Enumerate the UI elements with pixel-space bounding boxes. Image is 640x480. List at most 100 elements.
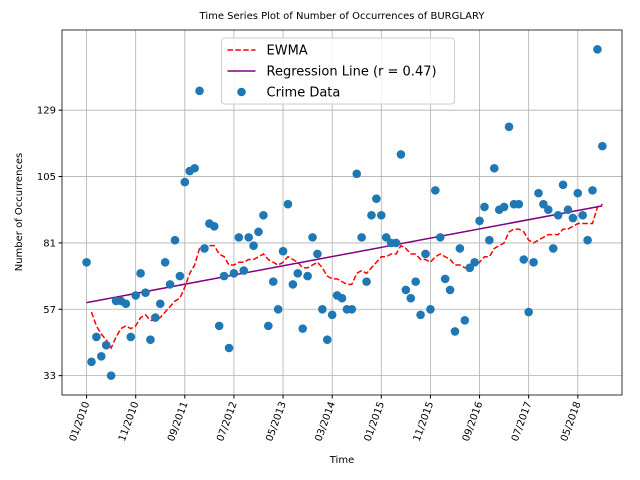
data-point — [229, 269, 239, 278]
data-point — [396, 150, 406, 159]
data-point — [455, 244, 465, 253]
data-point — [578, 210, 588, 220]
data-point — [391, 238, 401, 248]
data-point — [431, 186, 440, 195]
x-tick-label: 07/2017 — [510, 400, 535, 443]
data-point — [337, 293, 347, 303]
data-point — [440, 274, 450, 284]
data-point — [209, 222, 219, 231]
data-point — [416, 310, 425, 320]
data-point — [92, 332, 101, 342]
data-point — [283, 199, 293, 209]
data-point — [519, 255, 529, 264]
data-point — [529, 257, 538, 267]
data-point — [376, 210, 386, 220]
data-point — [96, 351, 106, 361]
data-point — [401, 285, 411, 295]
data-point — [563, 205, 573, 215]
x-tick-label: 03/2014 — [313, 400, 338, 443]
data-point — [504, 122, 514, 132]
data-point — [293, 269, 303, 278]
legend-label: Regression Line (r = 0.47) — [267, 65, 437, 80]
data-point — [347, 304, 357, 314]
data-point — [190, 163, 199, 173]
data-point — [460, 316, 470, 325]
data-point — [131, 291, 140, 300]
data-point — [273, 304, 283, 314]
data-point — [499, 202, 509, 212]
data-point — [445, 285, 455, 295]
data-point — [136, 269, 145, 278]
data-point — [200, 244, 209, 253]
y-tick-label: 81 — [43, 238, 56, 249]
data-point — [544, 205, 553, 215]
data-point — [357, 233, 366, 242]
data-point — [524, 307, 533, 317]
data-point — [254, 227, 263, 237]
data-point — [126, 332, 136, 342]
y-tick-label: 57 — [43, 305, 56, 316]
data-point — [151, 313, 160, 322]
data-point — [219, 271, 229, 281]
data-point — [106, 371, 116, 380]
data-point — [470, 257, 479, 267]
data-point — [141, 288, 150, 297]
data-point — [558, 180, 568, 190]
data-point — [534, 188, 543, 198]
data-point — [450, 327, 460, 336]
data-point — [249, 241, 258, 250]
data-point — [313, 249, 322, 259]
data-point — [539, 199, 548, 209]
data-point — [372, 194, 381, 203]
series-line — [86, 205, 603, 304]
data-point — [264, 321, 273, 331]
legend-swatch — [237, 87, 246, 97]
data-point — [82, 257, 91, 267]
data-point — [327, 310, 337, 320]
data-point — [195, 86, 204, 96]
data-point — [352, 169, 362, 179]
data-point — [87, 357, 96, 367]
legend-label: EWMA — [267, 44, 308, 59]
data-point — [475, 216, 484, 226]
data-point — [583, 235, 592, 245]
x-tick-label: 05/2018 — [559, 400, 584, 443]
data-point — [573, 188, 583, 198]
x-tick-label: 01/2010 — [68, 400, 93, 443]
data-point — [244, 233, 253, 242]
data-point — [146, 335, 155, 344]
y-axis-label: Number of Occurrences — [14, 153, 25, 272]
data-point — [121, 299, 131, 309]
data-point — [465, 263, 475, 273]
x-axis-label: Time — [329, 455, 354, 466]
data-point — [381, 233, 391, 242]
data-point — [598, 141, 607, 151]
data-point — [175, 271, 185, 281]
series-line — [90, 203, 603, 350]
x-tick-label: 05/2013 — [264, 400, 289, 443]
data-point — [239, 266, 249, 275]
x-tick-label: 07/2012 — [215, 400, 240, 443]
data-point — [278, 246, 288, 256]
data-point — [588, 186, 597, 195]
data-point — [180, 177, 190, 187]
y-tick-label: 129 — [37, 106, 56, 117]
data-point — [298, 324, 308, 333]
data-point — [318, 304, 327, 314]
x-tick-label: 09/2011 — [166, 400, 191, 443]
data-point — [485, 235, 494, 245]
legend-box — [221, 37, 455, 105]
legend-label: Crime Data — [267, 86, 341, 101]
data-point — [367, 210, 376, 220]
x-tick-label: 09/2016 — [461, 400, 486, 443]
chart-title: Time Series Plot of Number of Occurrence… — [199, 11, 486, 22]
data-point — [234, 233, 244, 242]
y-tick-label: 105 — [37, 172, 56, 183]
data-point — [170, 235, 180, 245]
data-point — [548, 244, 558, 253]
x-tick-label: 11/2010 — [117, 400, 142, 443]
data-point — [489, 163, 499, 173]
x-tick-label: 01/2015 — [363, 400, 388, 443]
data-point — [308, 233, 317, 242]
